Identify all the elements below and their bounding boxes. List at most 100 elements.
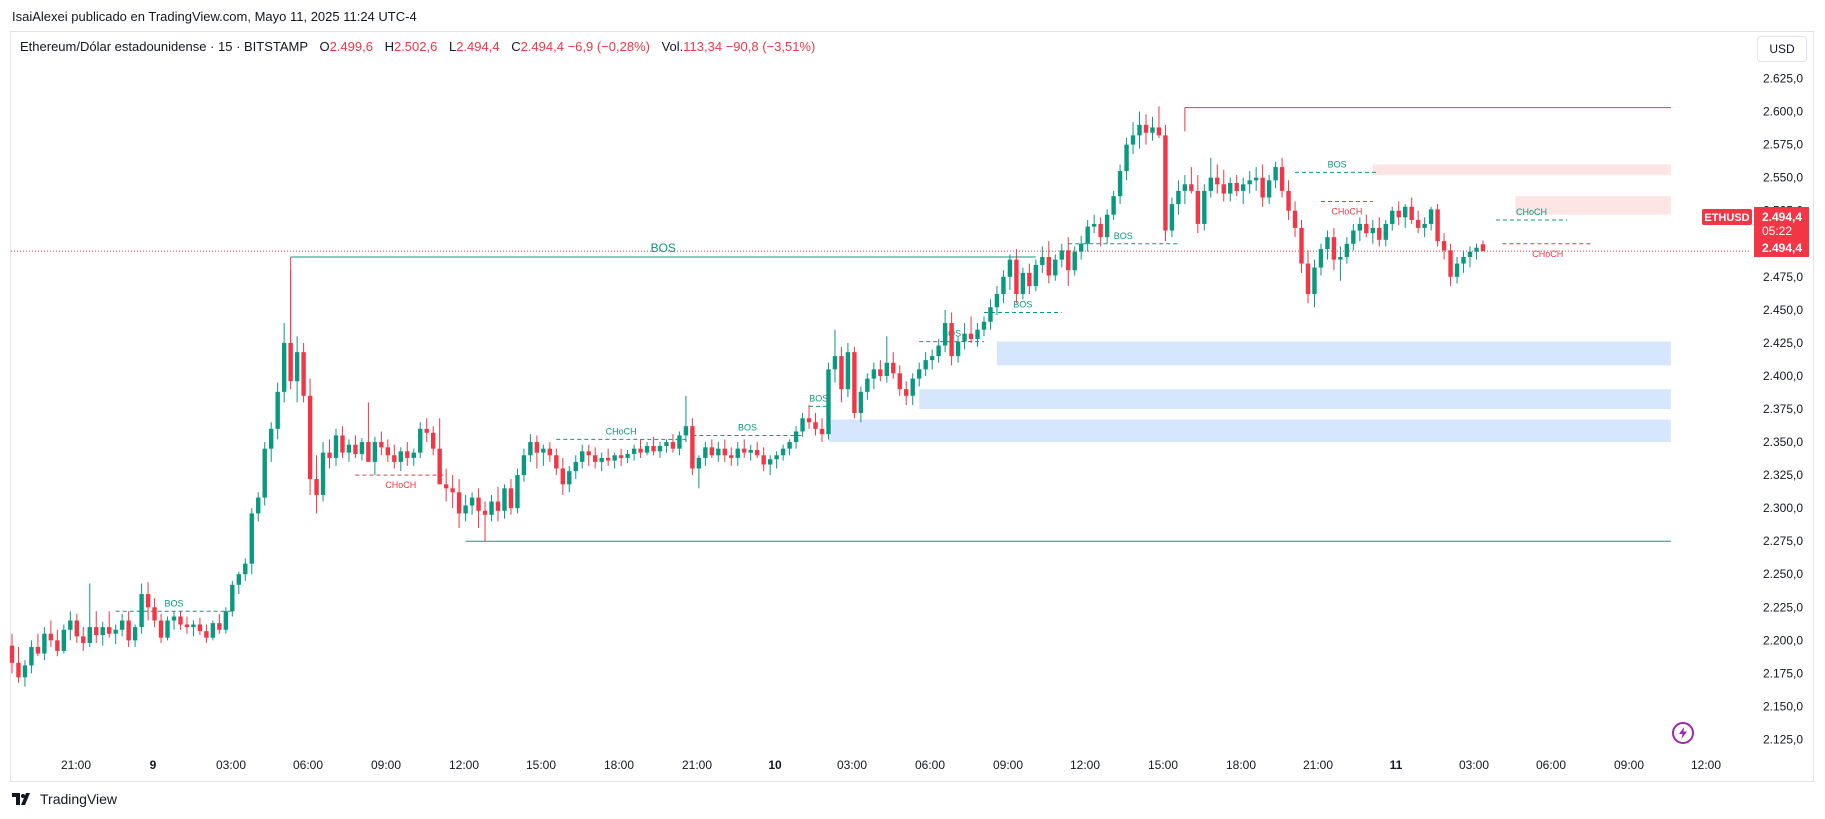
- price-tick-label: 2.625,0: [1763, 72, 1803, 86]
- bear-candle: [586, 444, 591, 466]
- candle-body: [1234, 182, 1239, 191]
- price-tick-label: 2.200,0: [1763, 633, 1803, 647]
- candle-body: [508, 488, 514, 509]
- bull-candle: [1318, 243, 1324, 276]
- candle-body: [107, 627, 112, 634]
- candle-body: [1150, 127, 1155, 133]
- time-tick-label: 21:00: [1303, 758, 1333, 772]
- candle-body: [191, 624, 196, 628]
- bull-candle: [61, 624, 67, 654]
- time-tick-label: 03:00: [1459, 758, 1489, 772]
- bear-candle: [1066, 237, 1071, 287]
- bear-candle: [81, 627, 86, 651]
- bear-candle: [722, 439, 727, 462]
- bull-candle: [1208, 157, 1213, 198]
- structure-label: BOS: [1114, 231, 1133, 241]
- bear-candle: [385, 439, 391, 462]
- bear-candle: [709, 439, 715, 458]
- bull-candle: [1273, 161, 1278, 189]
- bear-candle: [547, 442, 553, 462]
- candle-body: [230, 584, 235, 612]
- candle-body: [644, 446, 650, 453]
- bull-candle: [119, 613, 125, 637]
- bear-candle: [806, 405, 812, 429]
- bear-candle: [1234, 175, 1239, 197]
- bull-candle: [1079, 235, 1084, 260]
- candle-body: [1228, 182, 1233, 194]
- candle-body: [385, 447, 391, 456]
- candle-body: [346, 444, 352, 453]
- structure-label: BOS: [738, 422, 757, 432]
- candle-body: [158, 620, 164, 638]
- bear-candle: [729, 447, 734, 466]
- tradingview-logo[interactable]: TradingView: [12, 791, 117, 807]
- bear-candle: [690, 418, 695, 476]
- chart-frame[interactable]: [10, 31, 1814, 782]
- bear-candle: [1435, 204, 1440, 247]
- candle-body: [1253, 177, 1259, 181]
- bull-candle: [132, 624, 138, 647]
- bear-candle: [761, 447, 766, 472]
- structure-label: BOS: [651, 241, 676, 255]
- bear-candle: [16, 646, 21, 683]
- candle-body: [61, 629, 67, 651]
- candle-body: [398, 451, 403, 462]
- bull-candle: [955, 336, 961, 363]
- bull-candle: [1422, 217, 1427, 238]
- bear-candle: [482, 501, 488, 542]
- candle-body: [832, 356, 838, 370]
- bull-candle: [275, 382, 280, 440]
- candle-body: [1163, 135, 1168, 231]
- bull-candle: [236, 571, 241, 595]
- candle-body: [94, 627, 99, 636]
- candle-body: [1040, 256, 1045, 265]
- bear-candle: [1046, 241, 1051, 284]
- bear-candle: [618, 448, 624, 466]
- candle-body: [333, 435, 339, 458]
- bull-candle: [677, 431, 682, 456]
- candle-body: [696, 457, 702, 469]
- bull-candle: [411, 448, 416, 466]
- candle-body: [955, 341, 961, 357]
- footer-brand: TradingView: [40, 791, 118, 807]
- candle-body: [424, 428, 429, 433]
- structure-label: BOS: [809, 393, 828, 403]
- candle-body: [307, 395, 313, 480]
- candle-body: [437, 448, 442, 485]
- symbol-description[interactable]: Ethereum/Dólar estadounidense · 15 · BIT…: [20, 39, 308, 54]
- candle-body: [392, 455, 397, 462]
- candle-body: [1260, 177, 1265, 198]
- candle-body: [806, 418, 812, 423]
- last-price-tag: [1754, 207, 1809, 257]
- bull-candle: [1370, 219, 1375, 244]
- currency-button[interactable]: USD: [1757, 36, 1807, 62]
- candle-body: [1137, 124, 1142, 136]
- candle-body: [605, 457, 611, 461]
- price-tick-label: 2.550,0: [1763, 171, 1803, 185]
- lightning-icon[interactable]: [1672, 722, 1694, 744]
- candle-countdown: 05:22: [1762, 224, 1792, 238]
- candle-body: [1072, 251, 1077, 271]
- bull-candle: [281, 323, 287, 403]
- candle-body: [411, 452, 416, 458]
- candle-body: [236, 574, 241, 585]
- bull-candle: [1085, 219, 1090, 252]
- demand-zone: [996, 341, 1671, 366]
- bear-candle: [1286, 180, 1291, 220]
- candle-body: [1014, 259, 1019, 294]
- bear-candle: [456, 479, 462, 528]
- bear-candle: [327, 439, 332, 469]
- bear-candle: [301, 342, 306, 403]
- candle-body: [320, 452, 326, 495]
- bull-candle: [1266, 175, 1272, 205]
- bull-candle: [191, 620, 196, 637]
- bull-candle: [826, 362, 831, 440]
- candle-body: [755, 449, 760, 456]
- candle-body: [625, 453, 630, 458]
- candle-body: [184, 624, 190, 628]
- bull-candle: [1428, 206, 1434, 231]
- bull-candle: [346, 439, 352, 462]
- price-tick-label: 2.150,0: [1763, 699, 1803, 713]
- candle-body: [735, 448, 740, 458]
